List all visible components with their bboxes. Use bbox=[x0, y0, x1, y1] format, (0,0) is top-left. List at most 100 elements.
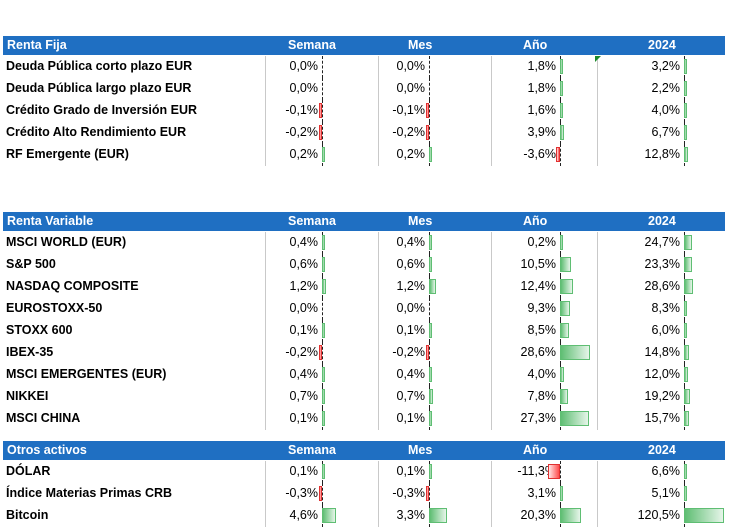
positive-data-bar bbox=[560, 279, 573, 294]
value-cell: -3,6% bbox=[491, 144, 598, 166]
positive-data-bar bbox=[560, 389, 568, 404]
return-value: 0,4% bbox=[289, 367, 319, 381]
positive-data-bar bbox=[429, 508, 447, 523]
return-value: 0,4% bbox=[396, 367, 426, 381]
value-cell: 8,3% bbox=[597, 298, 726, 320]
section-header: Renta Variable Semana Mes Año 2024 bbox=[3, 212, 725, 231]
value-cell: 0,2% bbox=[378, 144, 492, 166]
value-cell: 0,0% bbox=[378, 298, 492, 320]
positive-data-bar bbox=[684, 301, 687, 316]
value-cell: 12,8% bbox=[597, 144, 726, 166]
value-cell: 0,0% bbox=[265, 78, 379, 100]
value-cell: 0,4% bbox=[378, 364, 492, 386]
value-cell: -0,2% bbox=[265, 342, 379, 364]
table-row: Deuda Pública largo plazo EUR 0,0% 0,0% 1,8… bbox=[3, 78, 725, 100]
return-value: 0,6% bbox=[396, 257, 426, 271]
value-cell: 2,2% bbox=[597, 78, 726, 100]
section-title: Renta Variable bbox=[7, 214, 94, 228]
positive-data-bar bbox=[560, 59, 563, 74]
table-row: RF Emergente (EUR) 0,2% 0,2% -3,6% 12,8% bbox=[3, 144, 725, 166]
return-value: 5,1% bbox=[651, 486, 681, 500]
value-cell: 0,6% bbox=[265, 254, 379, 276]
negative-data-bar bbox=[548, 464, 560, 479]
return-value: 28,6% bbox=[644, 279, 680, 293]
return-value: 0,1% bbox=[396, 323, 426, 337]
return-value: -3,6% bbox=[523, 147, 556, 161]
return-value: 7,8% bbox=[527, 389, 557, 403]
value-cell: 0,0% bbox=[378, 78, 492, 100]
negative-data-bar bbox=[556, 147, 560, 162]
bar-axis bbox=[429, 298, 430, 320]
value-cell: 3,3% bbox=[378, 505, 492, 527]
return-value: 24,7% bbox=[644, 235, 680, 249]
return-value: 1,2% bbox=[289, 279, 319, 293]
value-cell: 1,2% bbox=[265, 276, 379, 298]
asset-name: MSCI EMERGENTES (EUR) bbox=[6, 367, 167, 381]
value-cell: 1,2% bbox=[378, 276, 492, 298]
value-cell: 19,2% bbox=[597, 386, 726, 408]
positive-data-bar bbox=[560, 103, 563, 118]
value-cell: 23,3% bbox=[597, 254, 726, 276]
value-cell: 28,6% bbox=[597, 276, 726, 298]
asset-name: NASDAQ COMPOSITE bbox=[6, 279, 139, 293]
asset-name: Deuda Pública corto plazo EUR bbox=[6, 59, 193, 73]
table-row: Bitcoin 4,6% 3,3% 20,3% 120,5% bbox=[3, 505, 725, 527]
value-cell: 0,7% bbox=[265, 386, 379, 408]
return-value: 10,5% bbox=[520, 257, 556, 271]
column-header: Mes bbox=[408, 443, 433, 457]
bar-axis bbox=[429, 483, 430, 505]
column-header: Año bbox=[523, 214, 548, 228]
return-value: 12,4% bbox=[520, 279, 556, 293]
section-header: Renta Fija Semana Mes Año 2024 bbox=[3, 36, 725, 55]
column-header: 2024 bbox=[648, 214, 676, 228]
value-cell: -0,1% bbox=[378, 100, 492, 122]
value-cell: 12,0% bbox=[597, 364, 726, 386]
return-value: -0,3% bbox=[392, 486, 425, 500]
positive-data-bar bbox=[560, 235, 563, 250]
bar-axis bbox=[429, 342, 430, 364]
value-cell: 0,6% bbox=[378, 254, 492, 276]
positive-data-bar bbox=[322, 411, 325, 426]
negative-data-bar bbox=[426, 103, 429, 118]
return-value: 0,7% bbox=[289, 389, 319, 403]
asset-name: S&P 500 bbox=[6, 257, 56, 271]
negative-data-bar bbox=[319, 345, 322, 360]
table-row: NIKKEI 0,7% 0,7% 7,8% 19,2% bbox=[3, 386, 725, 408]
table-row: IBEX-35 -0,2% -0,2% 28,6% 14,8% bbox=[3, 342, 725, 364]
positive-data-bar bbox=[684, 345, 689, 360]
return-value: 6,0% bbox=[651, 323, 681, 337]
asset-name: RF Emergente (EUR) bbox=[6, 147, 129, 161]
asset-name: MSCI WORLD (EUR) bbox=[6, 235, 127, 249]
positive-data-bar bbox=[684, 486, 687, 501]
value-cell: 4,6% bbox=[265, 505, 379, 527]
return-value: 6,6% bbox=[651, 464, 681, 478]
return-value: 0,0% bbox=[396, 59, 426, 73]
value-cell: 6,7% bbox=[597, 122, 726, 144]
return-value: 0,0% bbox=[396, 81, 426, 95]
positive-data-bar bbox=[560, 257, 571, 272]
return-value: 0,1% bbox=[396, 411, 426, 425]
value-cell: 0,1% bbox=[265, 320, 379, 342]
bar-axis bbox=[322, 342, 323, 364]
value-cell: 6,6% bbox=[597, 461, 726, 483]
return-value: 0,2% bbox=[396, 147, 426, 161]
positive-data-bar bbox=[322, 367, 325, 382]
return-value: 0,1% bbox=[289, 464, 319, 478]
column-header: Mes bbox=[408, 214, 433, 228]
return-value: 1,2% bbox=[396, 279, 426, 293]
return-value: 4,0% bbox=[651, 103, 681, 117]
value-cell: -0,2% bbox=[265, 122, 379, 144]
return-value: 0,4% bbox=[396, 235, 426, 249]
value-cell: 0,0% bbox=[378, 56, 492, 78]
bar-axis bbox=[322, 78, 323, 100]
return-value: -0,2% bbox=[392, 345, 425, 359]
positive-data-bar bbox=[684, 125, 687, 140]
column-header: Año bbox=[523, 443, 548, 457]
return-value: 0,0% bbox=[289, 301, 319, 315]
value-cell: 20,3% bbox=[491, 505, 598, 527]
value-cell: 0,0% bbox=[265, 56, 379, 78]
positive-data-bar bbox=[560, 486, 563, 501]
asset-name: DÓLAR bbox=[6, 464, 51, 478]
value-cell: 4,0% bbox=[491, 364, 598, 386]
value-cell: 15,7% bbox=[597, 408, 726, 430]
